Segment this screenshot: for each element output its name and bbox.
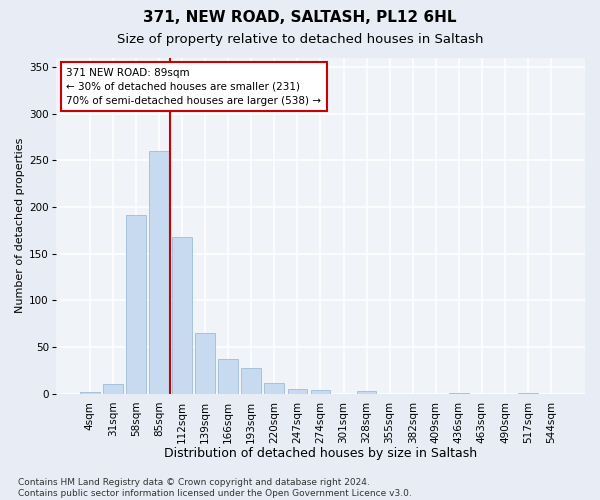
Bar <box>265 384 284 394</box>
Bar <box>172 237 192 394</box>
Y-axis label: Number of detached properties: Number of detached properties <box>15 138 25 314</box>
Bar <box>126 216 146 394</box>
Text: 371 NEW ROAD: 89sqm
← 30% of detached houses are smaller (231)
70% of semi-detac: 371 NEW ROAD: 89sqm ← 30% of detached ho… <box>67 68 322 106</box>
Text: Size of property relative to detached houses in Saltash: Size of property relative to detached ho… <box>117 32 483 46</box>
Bar <box>80 392 100 394</box>
Bar <box>518 393 538 394</box>
Bar <box>357 391 376 394</box>
X-axis label: Distribution of detached houses by size in Saltash: Distribution of detached houses by size … <box>164 447 477 460</box>
Bar <box>149 151 169 394</box>
Bar <box>311 390 330 394</box>
Text: Contains HM Land Registry data © Crown copyright and database right 2024.
Contai: Contains HM Land Registry data © Crown c… <box>18 478 412 498</box>
Bar <box>241 368 261 394</box>
Bar <box>103 384 122 394</box>
Bar <box>195 333 215 394</box>
Bar <box>218 359 238 394</box>
Text: 371, NEW ROAD, SALTASH, PL12 6HL: 371, NEW ROAD, SALTASH, PL12 6HL <box>143 10 457 25</box>
Bar <box>449 393 469 394</box>
Bar <box>287 389 307 394</box>
